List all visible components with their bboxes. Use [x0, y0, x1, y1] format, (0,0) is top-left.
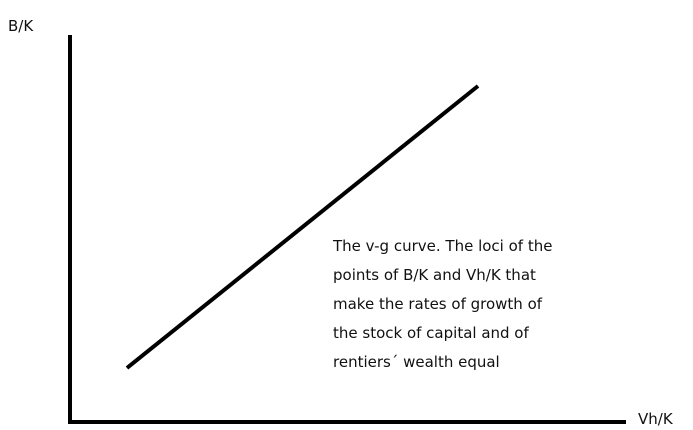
annotation-line: points of B/K and Vh/K that — [333, 266, 536, 284]
x-axis-label: Vh/K — [638, 410, 674, 428]
annotation-line: rentiers´ wealth equal — [333, 353, 500, 371]
y-axis-label: B/K — [8, 17, 34, 35]
annotation-line: make the rates of growth of — [333, 295, 543, 313]
annotation-line: The v-g curve. The loci of the — [332, 237, 552, 255]
annotation: The v-g curve. The loci of the points of … — [332, 237, 552, 371]
annotation-line: the stock of capital and of — [333, 324, 529, 342]
v-g-curve — [125, 84, 480, 370]
